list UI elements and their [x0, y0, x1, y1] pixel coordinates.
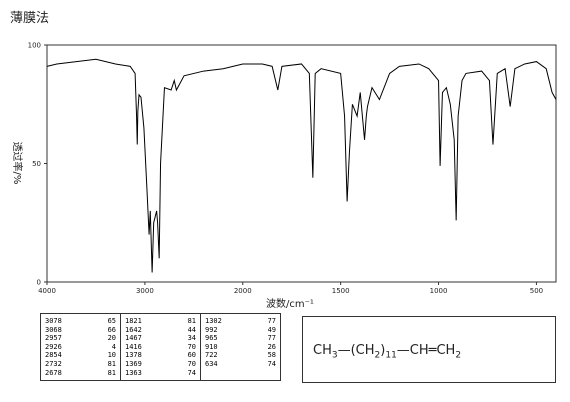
peak-table: 3078 65 3068 66 2957 20 2926 4 2854 10 2732 81 2678 8…	[40, 313, 281, 381]
formula-text: —CH═CH	[396, 343, 456, 358]
table-row: 1416 70	[125, 343, 196, 352]
x-tick-label: 3000	[136, 287, 154, 295]
table-row: 992 49	[205, 326, 276, 335]
table-row: 965 77	[205, 334, 276, 343]
table-row: 2957 20	[45, 334, 116, 343]
x-tick-label: 2000	[234, 287, 252, 295]
chart-title: 薄膜法	[10, 11, 49, 26]
table-cell: 1416	[125, 342, 142, 351]
x-tick-label: 1000	[430, 287, 448, 295]
table-cell: 4	[111, 342, 116, 351]
table-row: 1821 81	[125, 317, 196, 326]
table-row: 1363 74	[125, 369, 196, 378]
table-cell: 20	[107, 334, 116, 343]
table-cell: 910	[205, 342, 218, 351]
table-cell: 44	[187, 325, 196, 334]
table-row: 1467 34	[125, 334, 196, 343]
table-cell: 1642	[125, 325, 142, 334]
table-cell: 1467	[125, 334, 142, 343]
table-cell: 81	[107, 368, 116, 377]
table-cell: 70	[187, 342, 196, 351]
table-cell: 1369	[125, 359, 142, 368]
formula-subscript: 11	[385, 350, 397, 361]
formula-subscript: 3	[331, 350, 338, 361]
table-cell: 34	[187, 334, 196, 343]
table-row: 1642 44	[125, 326, 196, 335]
table-cell: 1363	[125, 368, 142, 377]
table-row: 1369 70	[125, 360, 196, 369]
table-column: 1821 81 1642 44 1467 34 1416 70 1378 60 1369 70 1363…	[121, 314, 201, 380]
chart: 薄膜法 波数/cm⁻¹ 透过率/% 4000 3000 2000 1500 1000 50…	[10, 11, 557, 310]
plot-frame	[46, 44, 557, 283]
table-cell: 49	[267, 325, 276, 334]
table-row: 1378 60	[125, 351, 196, 360]
x-tick-label: 500	[530, 287, 543, 295]
table-cell: 3068	[45, 325, 62, 334]
formula-text: —(CH	[337, 343, 375, 358]
x-tick-label: 1500	[332, 287, 350, 295]
y-tick-label: 50	[32, 160, 41, 168]
table-cell: 3078	[45, 317, 62, 325]
table-cell: 74	[187, 368, 196, 377]
table-cell: 81	[107, 359, 116, 368]
table-row: 2678 81	[45, 369, 116, 378]
table-cell: 81	[187, 317, 196, 325]
table-cell: 2854	[45, 351, 62, 360]
table-row: 1302 77	[205, 317, 276, 326]
table-cell: 2926	[45, 342, 62, 351]
formula-text: )	[380, 343, 386, 358]
table-cell: 60	[187, 351, 196, 360]
table-cell: 10	[107, 351, 116, 360]
table-row: 3068 66	[45, 326, 116, 335]
table-cell: 1378	[125, 351, 142, 360]
table-row: 3078 65	[45, 317, 116, 326]
formula: CH3—(CH2)11—CH═CH2	[302, 316, 556, 383]
formula-subscript: 2	[455, 350, 462, 361]
table-row: 634 74	[205, 360, 276, 369]
table-row: 2926 4	[45, 343, 116, 352]
table-cell: 634	[205, 359, 218, 368]
table-column: 1302 77 992 49 965 77 910 26 722 58 634 74	[201, 314, 280, 380]
table-cell: 58	[267, 351, 276, 360]
spectrum-line	[46, 58, 557, 273]
table-cell: 70	[187, 359, 196, 368]
table-cell: 1821	[125, 317, 142, 325]
table-cell: 2732	[45, 359, 62, 368]
table-cell: 1302	[205, 317, 222, 325]
y-tick-label: 100	[28, 42, 41, 50]
x-axis-label: 波数/cm⁻¹	[266, 297, 314, 310]
table-row: 722 58	[205, 351, 276, 360]
table-row: 2854 10	[45, 351, 116, 360]
table-cell: 965	[205, 334, 218, 343]
y-tick-label: 0	[37, 279, 41, 287]
table-column: 3078 65 3068 66 2957 20 2926 4 2854 10 2732 81 2678 8…	[41, 314, 121, 380]
table-cell: 77	[267, 334, 276, 343]
formula-subscript: 2	[374, 350, 381, 361]
table-row: 2732 81	[45, 360, 116, 369]
table-cell: 66	[107, 325, 116, 334]
table-cell: 2678	[45, 368, 62, 377]
table-cell: 2957	[45, 334, 62, 343]
table-cell: 74	[267, 359, 276, 368]
table-cell: 65	[107, 317, 116, 325]
table-cell: 26	[267, 342, 276, 351]
table-cell: 77	[267, 317, 276, 325]
x-tick-label: 4000	[38, 287, 56, 295]
table-cell: 992	[205, 325, 218, 334]
y-axis-label: 透过率/%	[11, 142, 24, 185]
table-cell: 722	[205, 351, 218, 360]
formula-text: CH	[313, 343, 332, 358]
table-row: 910 26	[205, 343, 276, 352]
